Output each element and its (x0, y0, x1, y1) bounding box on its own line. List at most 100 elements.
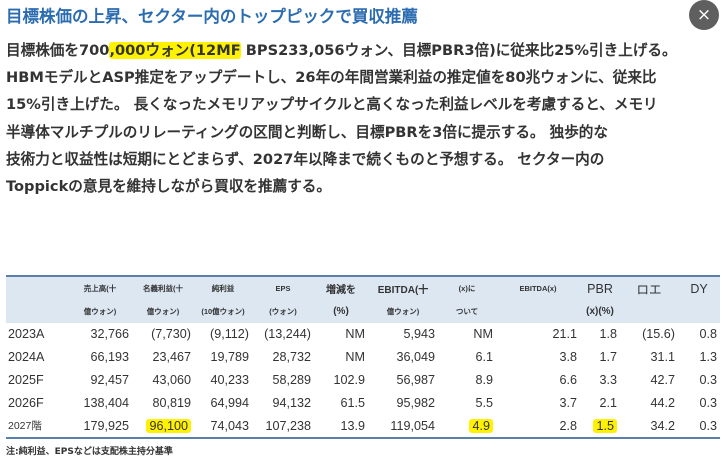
highlighted-value: 1.5 (593, 418, 617, 433)
article-paragraph: 目標株価を700,000ウォン(12MF BPS233,056ウォン、目標PBR… (6, 37, 718, 200)
table-cell: 42.7 (650, 372, 675, 387)
table-cell: 61.5 (340, 395, 365, 410)
table-cell: 119,054 (368, 414, 438, 439)
table-cell: (15.6) (642, 327, 675, 342)
table-cell: 4.9 (438, 414, 496, 439)
table-cell: 66,193 (90, 350, 129, 365)
table-cell: 94,132 (272, 395, 311, 410)
table-cell: NM (345, 327, 365, 342)
table-cell: 1.7 (599, 350, 617, 365)
table-cell: 43,060 (152, 372, 191, 387)
highlighted-value: 96,100 (146, 418, 191, 433)
table-cell: 23,467 (152, 350, 191, 365)
table-cell: 95,982 (396, 395, 435, 410)
header-cell (678, 300, 720, 323)
header-cell (6, 300, 68, 323)
table-cell: 1.5 (580, 414, 620, 439)
table-cell: 28,732 (272, 350, 311, 365)
paragraph-line: HBMモデルとASP推定をアップデートし、26年の年間営業利益の推定値を80兆ウ… (6, 69, 657, 87)
close-icon[interactable]: × (689, 0, 719, 30)
paragraph-line: 目標株価を700,000ウォン(12MF BPS233,056ウォン、目標PBR… (6, 37, 718, 64)
table-cell: 0.3 (678, 414, 720, 439)
header-cell: 名義利益(十 (132, 275, 194, 300)
header-cell: PBR (580, 275, 620, 300)
table-cell: 56,987 (396, 372, 435, 387)
table-cell: 0.3 (699, 395, 717, 410)
header-cell: EPS (252, 275, 314, 300)
table-cell: 179,925 (68, 414, 132, 439)
table-cell: (9,112) (210, 327, 249, 342)
table-row: 2026F 138,404 80,819 64,994 94,132 61.5 95,982… (6, 391, 720, 414)
table-cell: 3.3 (599, 372, 617, 387)
header-cell: 売上高(十 (68, 275, 132, 300)
table-cell: 31.1 (650, 350, 675, 365)
table-cell: 107,238 (252, 414, 314, 439)
table-row: 2027階 179,925 96,100 74,043 107,238 13.9 119,0… (6, 414, 720, 439)
header-cell: EBITDA(x) (496, 275, 580, 300)
table-cell: 0.8 (699, 327, 717, 342)
table-cell: 5.5 (475, 395, 493, 410)
table-cell: 13.9 (314, 414, 368, 439)
row-label: 2026F (8, 395, 44, 410)
table-cell: 102.9 (333, 372, 365, 387)
paragraph-line: Toppickの意見を維持しながら買収を推薦する。 (6, 177, 331, 195)
header-cell: 億ウォン) (68, 300, 132, 323)
header-cell: ロエ (620, 275, 678, 300)
table-cell: 8.9 (475, 372, 493, 387)
text-segment: BPS233,056ウォン、目標PBR3倍)に従来比25%引き上げる。 (240, 42, 677, 59)
table-cell: 3.7 (559, 395, 577, 410)
row-label: 2025F (8, 372, 44, 387)
table-cell: 64,994 (210, 395, 249, 410)
table-row: 2024A 66,193 23,467 19,789 28,732 NM 36,049 6.1… (6, 346, 720, 369)
table-cell: 6.1 (475, 350, 493, 365)
paragraph-line: 15%引き上げた。 長くなったメモリアップサイクルと高くなった利益レベルを考慮す… (6, 96, 658, 114)
table-cell: 1.8 (599, 327, 617, 342)
header-cell (6, 275, 68, 300)
table-cell: 19,789 (210, 350, 249, 365)
row-label: 2023A (8, 327, 45, 342)
header-cell: 億ウォン) (368, 300, 438, 323)
table-cell: (13,244) (264, 327, 311, 342)
header-cell: 増減を (314, 275, 368, 300)
table-footnote: 注:純利益、EPSなどは支配株主持分基準 (6, 447, 173, 457)
table-cell: NM (473, 327, 493, 342)
table-cell: 58,289 (272, 372, 311, 387)
header-cell: 億ウォン) (132, 300, 194, 323)
header-cell: DY (678, 275, 720, 300)
table-cell: 32,766 (90, 327, 129, 342)
table-cell: NM (345, 350, 365, 365)
header-cell: (10億ウォン) (194, 300, 252, 323)
financial-table: 売上高(十 名義利益(十 純利益 EPS 増減を EBITDA(十 (x)に E… (6, 275, 720, 439)
table-body: 2023A 32,766 (7,730) (9,112) (13,244) NM 5,943… (6, 323, 720, 439)
highlighted-text: ,000ウォン(12MF (109, 42, 241, 59)
text-segment: 目標株価を700 (6, 42, 110, 59)
paragraph-line: 技術力と収益性は短期にとどまらず、2027年以降まで続くものと予想する。 セクタ… (6, 150, 605, 168)
paragraph-line: 半導体マルチプルのリレーティングの区間と判断し、目標PBRを3倍に提示する。 独… (6, 123, 608, 141)
header-cell: EBITDA(十 (368, 275, 438, 300)
table-cell: 80,819 (152, 395, 191, 410)
table-cell: 1.3 (699, 350, 717, 365)
table-header-row: 売上高(十 名義利益(十 純利益 EPS 増減を EBITDA(十 (x)に E… (6, 275, 720, 300)
row-label: 2027階 (6, 414, 68, 439)
table-cell: (7,730) (151, 327, 191, 342)
table-cell: 36,049 (396, 350, 435, 365)
header-cell: 純利益 (194, 275, 252, 300)
table-header-row: 億ウォン) 億ウォン) (10億ウォン) (ウォン) (%) 億ウォン) ついて… (6, 300, 720, 323)
header-cell: (%) (314, 300, 368, 323)
row-label: 2024A (8, 350, 45, 365)
table-cell: 6.6 (559, 372, 577, 387)
header-cell: (x)(%) (580, 300, 620, 323)
table-cell: 21.1 (552, 327, 577, 342)
table-cell: 5,943 (403, 327, 435, 342)
table-cell: 2.8 (496, 414, 580, 439)
header-cell (620, 300, 678, 323)
header-cell: ついて (438, 300, 496, 323)
table-cell: 0.3 (699, 372, 717, 387)
table-cell: 138,404 (83, 395, 129, 410)
table-cell: 96,100 (132, 414, 194, 439)
table-cell: 3.8 (559, 350, 577, 365)
table-cell: 40,233 (210, 372, 249, 387)
header-cell: (x)に (438, 275, 496, 300)
table-cell: 92,457 (90, 372, 129, 387)
header-cell: (ウォン) (252, 300, 314, 323)
